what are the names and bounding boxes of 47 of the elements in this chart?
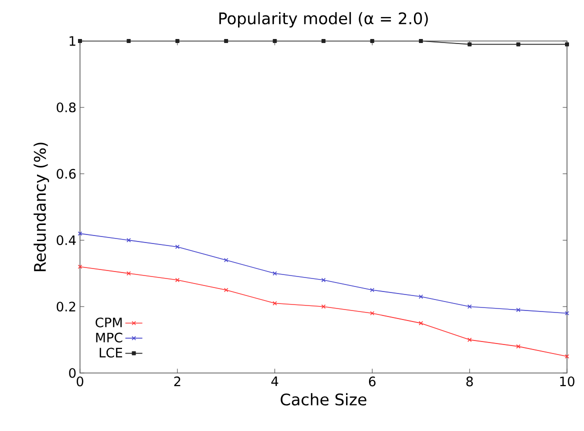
- point: [370, 311, 374, 316]
- point: [175, 278, 180, 282]
- y-tick-label: 0.8: [56, 102, 76, 112]
- y-tick-label: 0.2: [56, 302, 76, 312]
- point: [126, 271, 131, 276]
- point: [418, 294, 424, 299]
- legend-label: LCE: [100, 348, 122, 358]
- point: [467, 304, 472, 309]
- point: [224, 38, 228, 43]
- legend-label: MPC: [96, 332, 122, 342]
- x-tick-label: 10: [560, 376, 574, 386]
- point: [418, 38, 423, 43]
- y-axis-title: Redundancy (%): [34, 142, 50, 272]
- point: [224, 288, 228, 292]
- chart-title: Popularity model (α = 2.0): [219, 12, 428, 28]
- point: [565, 42, 570, 46]
- x-tick-label: 8: [466, 376, 473, 386]
- x-tick-label: 4: [271, 376, 278, 386]
- point: [321, 278, 326, 282]
- point: [516, 344, 520, 349]
- point: [175, 244, 180, 250]
- point: [370, 38, 374, 43]
- legend-label: CPM: [96, 318, 122, 328]
- point: [175, 38, 180, 43]
- y-tick-label: 1: [70, 36, 76, 46]
- point: [322, 38, 326, 43]
- x-tick-label: 6: [368, 376, 376, 386]
- point: [126, 38, 131, 43]
- point: [272, 271, 277, 276]
- point: [78, 38, 82, 43]
- x-tick-label: 0: [76, 376, 84, 386]
- y-tick-label: 0.6: [56, 168, 76, 179]
- point: [224, 258, 228, 262]
- y-tick-label: 0: [69, 368, 76, 378]
- y-tick-label: 0.4: [56, 235, 76, 246]
- point: [272, 38, 277, 43]
- point: [467, 338, 472, 342]
- point: [468, 42, 472, 46]
- point: [516, 308, 520, 312]
- point: [272, 301, 277, 306]
- point: [126, 238, 131, 242]
- x-tick-label: 2: [174, 376, 180, 386]
- point: [516, 42, 520, 46]
- point: [418, 321, 424, 326]
- x-axis-title: Cache Size: [280, 393, 366, 406]
- point: [370, 288, 374, 292]
- point: [321, 304, 326, 309]
